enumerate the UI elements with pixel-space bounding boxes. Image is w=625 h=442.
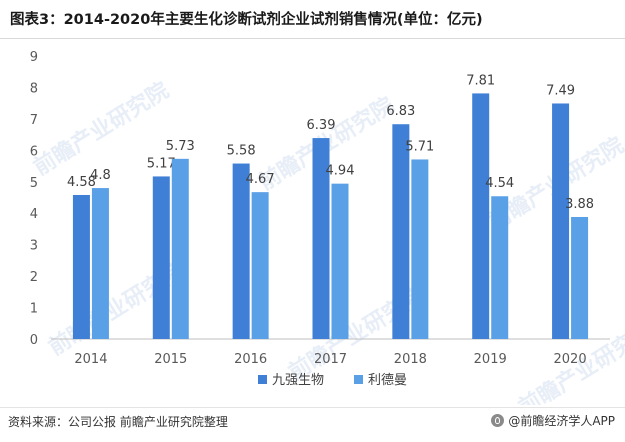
y-tick-label: 1 [30,302,38,317]
x-tick-label: 2014 [74,352,107,367]
data-label: 4.8 [90,168,111,183]
y-tick-label: 5 [30,176,38,191]
chart-title: 图表3：2014-2020年主要生化诊断试剂企业试剂销售情况(单位：亿元) [10,12,483,28]
data-label: 6.39 [307,118,336,133]
y-tick-label: 6 [30,144,38,159]
bar [411,159,429,339]
x-tick-label: 2020 [554,352,587,367]
data-label: 5.58 [227,144,256,159]
y-tick-label: 9 [30,50,38,65]
y-tick-label: 7 [30,113,38,128]
x-tick-label: 2017 [314,352,347,367]
bar [251,192,269,339]
y-tick-label: 8 [30,81,38,96]
brand-label: @前瞻经济学人APP [508,414,615,428]
bar [392,124,410,340]
bar [171,158,189,339]
y-tick-label: 4 [30,207,38,222]
x-axis: 2014 2015 2016 2017 2018 2019 2020 [51,338,610,367]
source-note: 资料来源：公司公报 前瞻产业研究院整理 [8,415,228,429]
data-label: 3.88 [565,197,594,212]
bar [491,196,509,339]
bar [152,176,170,339]
data-label: 4.67 [246,172,275,187]
bar [312,138,330,339]
x-tick-label: 2015 [154,352,187,367]
bar [72,194,90,339]
data-label: 7.49 [546,83,575,98]
bar [91,188,109,339]
y-axis: 0 1 2 3 4 5 6 7 8 9 [30,50,38,348]
y-tick-label: 2 [30,270,38,285]
legend-swatch [258,375,267,384]
footer-divider [0,407,625,408]
brand-credit: @前瞻经济学人APP [491,412,615,429]
bar [552,103,570,339]
legend-swatch [354,375,363,384]
data-label: 4.58 [67,175,96,190]
bar [331,183,349,339]
bar [232,163,250,339]
legend: 九强生物 利德曼 [258,373,407,388]
data-label: 5.17 [147,156,176,171]
title-divider [0,38,625,39]
x-tick-label: 2018 [394,352,427,367]
legend-label: 九强生物 [272,373,324,388]
bar [571,216,589,339]
x-tick-label: 2016 [234,352,267,367]
data-label: 4.94 [326,164,355,179]
data-label: 4.54 [485,176,514,191]
bars-layer: 4.584.8 5.17 5.73 5.58 4.67 6.39 4.94 6.83 5.71 7… [67,73,594,340]
x-tick-label: 2019 [474,352,507,367]
bar [472,93,490,339]
y-tick-label: 3 [30,239,38,254]
brand-logo-icon [491,414,505,427]
data-label: 5.71 [405,139,434,154]
data-label: 6.83 [386,104,415,119]
legend-label: 利德曼 [368,373,407,388]
data-label: 7.81 [466,73,495,88]
data-label: 5.73 [166,139,195,154]
bar-chart: 前瞻产业研究院前瞻产业研究院前瞻产业研究院前瞻产业研究院前瞻产业研究院前瞻产业研… [29,50,625,405]
y-tick-label: 0 [30,333,38,348]
